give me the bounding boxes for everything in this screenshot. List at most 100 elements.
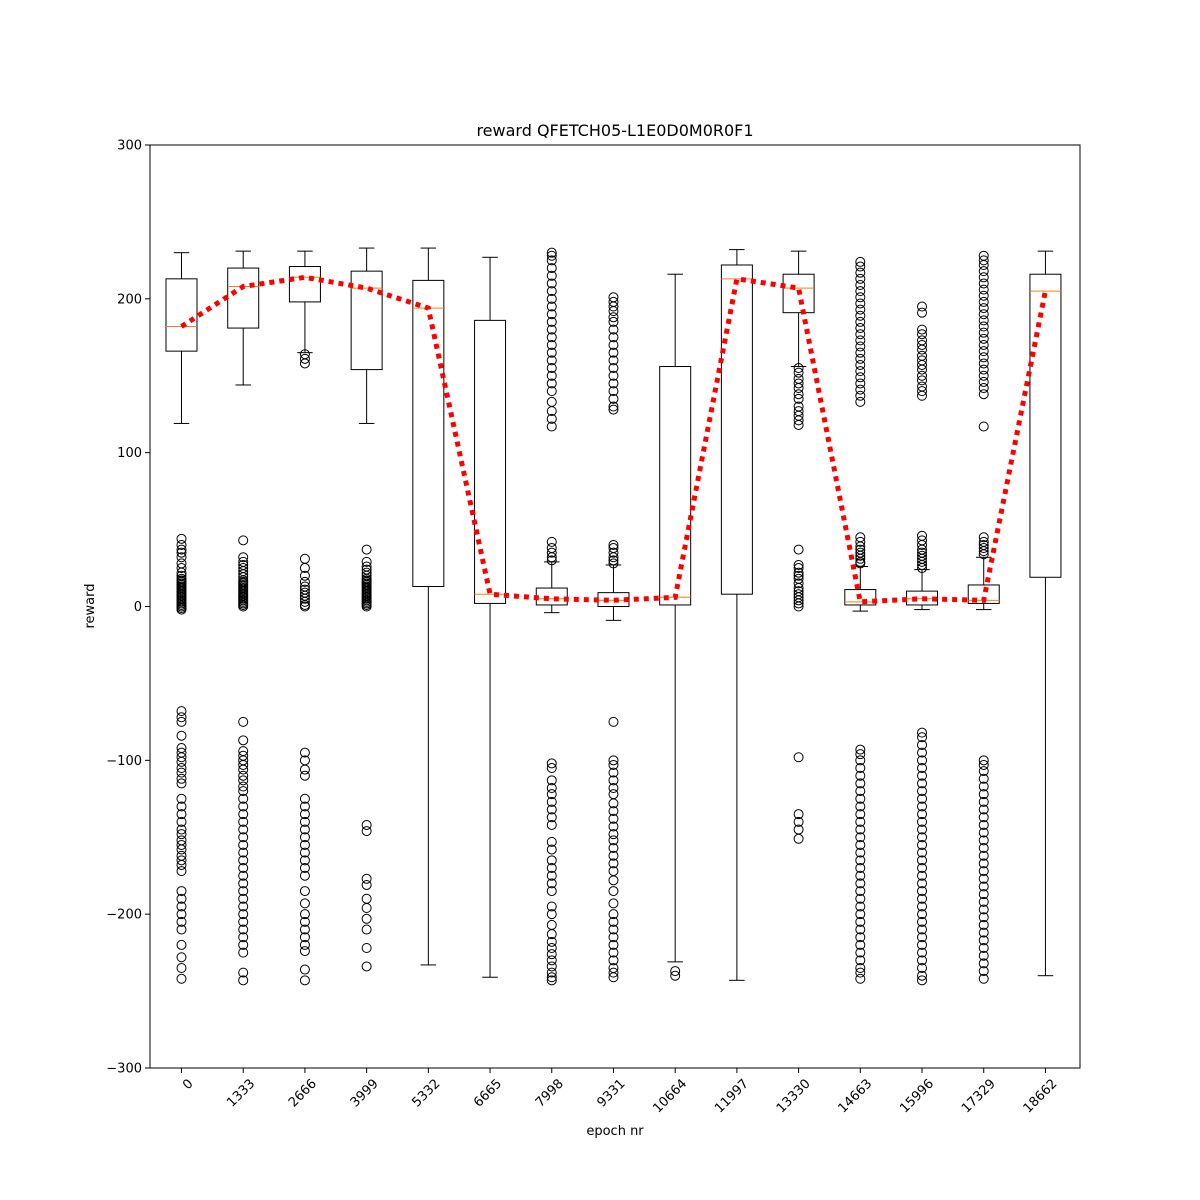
flier-point (299, 886, 310, 897)
flier-point (176, 909, 187, 920)
flier-point (978, 927, 989, 938)
flier-point (917, 816, 928, 827)
flier-point (546, 278, 557, 289)
flier-point (855, 749, 866, 760)
box-group (350, 247, 383, 972)
flier-point (855, 770, 866, 781)
flier-point (978, 346, 989, 357)
flier-point (978, 383, 989, 394)
box-group (659, 273, 692, 981)
flier-point (299, 932, 310, 943)
flier-point (917, 832, 928, 843)
flier-point (546, 413, 557, 424)
flier-point (299, 946, 310, 957)
flier-point (855, 909, 866, 920)
flier-point (546, 943, 557, 954)
flier-point (978, 819, 989, 830)
flier-point (546, 901, 557, 912)
flier-point (608, 932, 619, 943)
flier-point (855, 816, 866, 827)
flier-point (855, 550, 866, 561)
flier-point (978, 889, 989, 900)
flier-point (238, 932, 249, 943)
flier-point (608, 347, 619, 358)
flier-point (855, 886, 866, 897)
y-tick-label: 300 (117, 139, 142, 154)
box-iqr (227, 267, 260, 329)
flier-point (855, 273, 866, 284)
flier-point (793, 378, 804, 389)
flier-point (176, 604, 187, 615)
box-group (844, 256, 877, 984)
flier-point (299, 793, 310, 804)
flier-point (608, 775, 619, 786)
flier-point (917, 770, 928, 781)
flier-point (176, 778, 187, 789)
flier-point (361, 893, 372, 904)
flier-point (793, 563, 804, 574)
flier-point (917, 778, 928, 789)
flier-point (855, 347, 866, 358)
flier-point (855, 372, 866, 383)
flier-point (238, 716, 249, 727)
flier-point (546, 844, 557, 855)
flier-point (978, 303, 989, 314)
flier-point (855, 341, 866, 352)
flier-point (855, 793, 866, 804)
flier-point (176, 901, 187, 912)
flier-point (546, 286, 557, 297)
x-tick-label: 15996 (897, 1076, 937, 1116)
flier-point (917, 301, 928, 312)
flier-point (855, 292, 866, 303)
flier-point (978, 904, 989, 915)
x-tick-label: 7998 (533, 1076, 567, 1110)
flier-point (546, 247, 557, 258)
flier-point (608, 539, 619, 550)
flier-point (608, 909, 619, 920)
flier-point (917, 727, 928, 738)
flier-point (238, 893, 249, 904)
flier-point (978, 546, 989, 557)
box-iqr (350, 270, 383, 371)
flier-point (299, 353, 310, 364)
flier-point (299, 909, 310, 920)
flier-point (793, 809, 804, 820)
flier-point (917, 963, 928, 974)
flier-point (176, 809, 187, 820)
flier-point (917, 939, 928, 950)
flier-point (176, 793, 187, 804)
flier-point (855, 973, 866, 984)
flier-point (546, 949, 557, 960)
flier-point (546, 870, 557, 881)
flier-point (176, 855, 187, 866)
flier-point (978, 389, 989, 400)
box-group (782, 250, 815, 844)
y-axis-label: reward (83, 583, 98, 628)
flier-point (793, 415, 804, 426)
flier-point (546, 967, 557, 978)
flier-point (238, 764, 249, 775)
x-tick-label: 10664 (650, 1076, 690, 1116)
flier-point (978, 755, 989, 766)
y-tick-label: −100 (106, 754, 142, 769)
flier-point (546, 301, 557, 312)
flier-point (855, 924, 866, 935)
box-iqr (659, 366, 692, 606)
flier-point (978, 973, 989, 984)
flier-point (978, 543, 989, 554)
flier-point (978, 278, 989, 289)
flier-point (546, 863, 557, 874)
flier-point (299, 832, 310, 843)
flier-point (299, 964, 310, 975)
flier-point (917, 339, 928, 350)
flier-point (855, 839, 866, 850)
flier-point (608, 306, 619, 317)
flier-point (917, 901, 928, 912)
flier-point (855, 304, 866, 315)
flier-point (793, 601, 804, 612)
flier-point (608, 393, 619, 404)
flier-point (917, 870, 928, 881)
flier-point (855, 763, 866, 774)
flier-point (855, 809, 866, 820)
box-group (720, 249, 753, 981)
